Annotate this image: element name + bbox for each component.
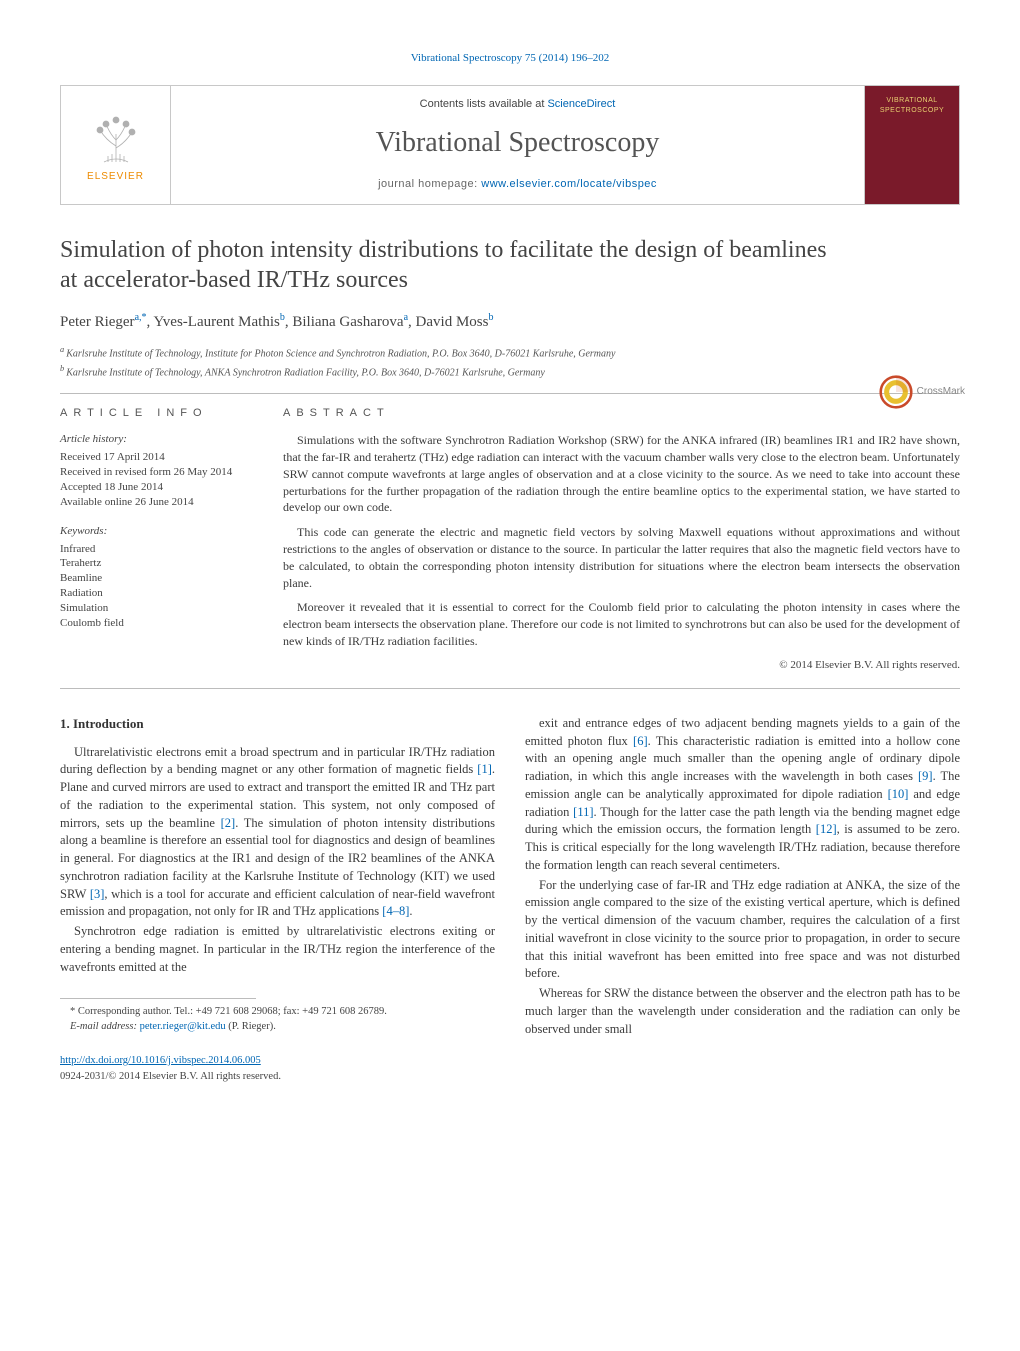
journal-cover-thumb: VIBRATIONAL SPECTROSCOPY [864,86,959,204]
author-affiliation-sup: b [488,312,493,323]
author: David Mossb [416,314,494,330]
crossmark-icon [879,375,913,409]
body-paragraph: exit and entrance edges of two adjacent … [525,715,960,875]
column-left: 1. Introduction Ultrarelativistic electr… [60,715,495,1084]
banner-center: Contents lists available at ScienceDirec… [171,86,864,204]
article-info-column: article info Article history: Received 1… [60,406,255,673]
cover-title-text: VIBRATIONAL SPECTROSCOPY [871,96,953,116]
abstract-paragraph: Moreover it revealed that it is essentia… [283,599,960,649]
divider-bottom [60,688,960,689]
reference-link[interactable]: [2] [221,816,236,830]
history-lines: Received 17 April 2014Received in revise… [60,450,255,509]
history-label: Article history: [60,432,255,448]
publisher-logo-box: ELSEVIER [61,86,171,204]
email-label: E-mail address: [70,1021,140,1032]
reference-link[interactable]: [11] [573,805,593,819]
journal-banner: ELSEVIER Contents lists available at Sci… [60,85,960,205]
affiliation: b Karlsruhe Institute of Technology, ANK… [60,363,840,380]
elsevier-label: ELSEVIER [87,170,144,185]
email-suffix: (P. Rieger). [226,1021,276,1032]
journal-homepage-line: journal homepage: www.elsevier.com/locat… [378,177,657,193]
divider-top [60,393,960,394]
author-affiliation-sup: a [404,312,408,323]
abstract-column: abstract Simulations with the software S… [283,406,960,673]
homepage-prefix: journal homepage: [378,178,481,190]
email-footnote: E-mail address: peter.rieger@kit.edu (P.… [60,1020,495,1034]
body-paragraph: For the underlying case of far-IR and TH… [525,877,960,984]
keyword-lines: InfraredTerahertzBeamlineRadiationSimula… [60,542,255,631]
info-abstract-row: article info Article history: Received 1… [60,406,960,673]
page: Vibrational Spectroscopy 75 (2014) 196–2… [0,0,1020,1124]
abstract-heading: abstract [283,406,960,422]
journal-homepage-link[interactable]: www.elsevier.com/locate/vibspec [481,178,657,190]
keyword: Terahertz [60,556,255,571]
reference-link[interactable]: [1] [477,762,492,776]
author-affiliation-sup: b [280,312,285,323]
history-line: Received 17 April 2014 [60,450,255,465]
affiliation-sup: b [60,364,66,373]
contents-available-line: Contents lists available at ScienceDirec… [420,97,616,113]
history-line: Available online 26 June 2014 [60,495,255,510]
article-title: Simulation of photon intensity distribut… [60,235,840,295]
history-line: Accepted 18 June 2014 [60,480,255,495]
keyword: Beamline [60,571,255,586]
keyword: Infrared [60,542,255,557]
footnote-corr-line: * Corresponding author. Tel.: +49 721 60… [70,1006,387,1017]
column-right-paragraphs: exit and entrance edges of two adjacent … [525,715,960,1039]
body-columns: 1. Introduction Ultrarelativistic electr… [60,715,960,1084]
abstract-paragraph: Simulations with the software Synchrotro… [283,432,960,516]
doi-link[interactable]: http://dx.doi.org/10.1016/j.vibspec.2014… [60,1055,261,1066]
footnote-rule [60,998,256,999]
affiliation-list: a Karlsruhe Institute of Technology, Ins… [60,344,840,380]
author: Peter Riegera,* [60,314,147,330]
keywords-label: Keywords: [60,524,255,540]
keyword: Radiation [60,586,255,601]
sciencedirect-link[interactable]: ScienceDirect [547,98,615,110]
author-list: Peter Riegera,*, Yves-Laurent Mathisb, B… [60,311,840,334]
reference-link[interactable]: [6] [633,734,648,748]
issn-copyright: 0924-2031/© 2014 Elsevier B.V. All right… [60,1069,495,1084]
keyword: Coulomb field [60,616,255,631]
reference-link[interactable]: [9] [918,769,933,783]
abstract-copyright: © 2014 Elsevier B.V. All rights reserved… [283,658,960,674]
corresponding-author-footnote: * Corresponding author. Tel.: +49 721 60… [60,1005,495,1019]
reference-link[interactable]: [12] [816,822,837,836]
body-paragraph: Synchrotron edge radiation is emitted by… [60,923,495,976]
body-paragraph: Whereas for SRW the distance between the… [525,985,960,1038]
elsevier-tree-icon [86,106,146,166]
reference-link[interactable]: [3] [90,887,105,901]
author: Biliana Gasharovaa [292,314,408,330]
author-affiliation-sup: a,* [135,312,147,323]
column-right: exit and entrance edges of two adjacent … [525,715,960,1084]
citation-link[interactable]: Vibrational Spectroscopy 75 (2014) 196–2… [411,52,610,64]
history-line: Received in revised form 26 May 2014 [60,465,255,480]
keyword: Simulation [60,601,255,616]
author: Yves-Laurent Mathisb [153,314,284,330]
page-footer: http://dx.doi.org/10.1016/j.vibspec.2014… [60,1050,495,1084]
abstract-paragraph: This code can generate the electric and … [283,524,960,591]
body-paragraph: Ultrarelativistic electrons emit a broad… [60,744,495,922]
column-left-paragraphs: Ultrarelativistic electrons emit a broad… [60,744,495,977]
article-info-heading: article info [60,406,255,422]
reference-link[interactable]: [4–8] [382,904,409,918]
crossmark-label: CrossMark [917,385,965,400]
affiliation-sup: a [60,345,66,354]
contents-prefix: Contents lists available at [420,98,548,110]
affiliation: a Karlsruhe Institute of Technology, Ins… [60,344,840,361]
journal-name: Vibrational Spectroscopy [376,123,660,164]
abstract-paragraphs: Simulations with the software Synchrotro… [283,432,960,650]
running-head: Vibrational Spectroscopy 75 (2014) 196–2… [60,48,960,67]
section-1-heading: 1. Introduction [60,715,495,734]
title-block: CrossMark Simulation of photon intensity… [60,235,960,379]
corresponding-email-link[interactable]: peter.rieger@kit.edu [140,1021,226,1032]
crossmark-badge-group[interactable]: CrossMark [879,375,965,409]
reference-link[interactable]: [10] [888,787,909,801]
